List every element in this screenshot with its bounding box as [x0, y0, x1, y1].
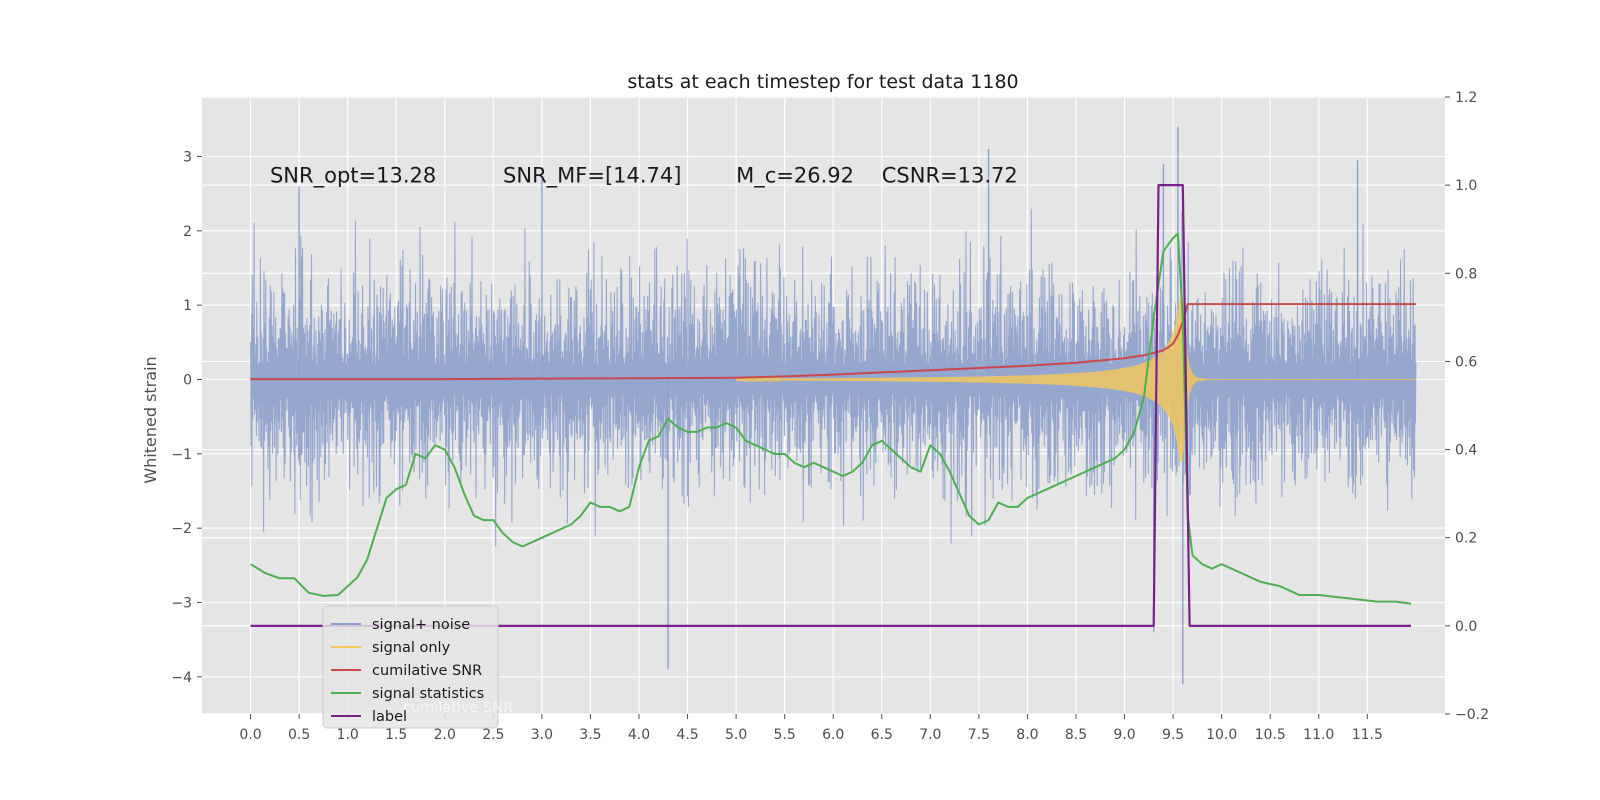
y2-tick-label: 0.4	[1455, 443, 1477, 459]
y-tick-label: −4	[171, 670, 192, 686]
y2-tick-label: −0.2	[1455, 707, 1489, 723]
y2-tick-label: 0.6	[1455, 354, 1477, 370]
x-tick-label: 9.5	[1162, 727, 1184, 743]
x-tick-label: 1.5	[385, 727, 407, 743]
x-tick-label: 6.5	[871, 727, 893, 743]
x-tick-label: 11.5	[1352, 727, 1383, 743]
series-cumilative-snr	[250, 303, 1416, 381]
y2-tick-label: 1.0	[1455, 178, 1477, 194]
legend-label: signal statistics	[372, 686, 484, 702]
legend-box	[322, 605, 499, 729]
legend-ghost-text: cumilative SNR	[403, 700, 513, 716]
series-signal-statistics	[250, 232, 1412, 605]
annotation-2: M_c=26.92	[736, 163, 854, 188]
x-tick-label: 7.5	[968, 727, 990, 743]
y-tick-label: 2	[183, 224, 192, 240]
x-tick-label: 6.0	[822, 727, 844, 743]
x-tick-label: 10.5	[1255, 727, 1286, 743]
x-tick-label: 0.0	[239, 727, 261, 743]
legend-label: cumilative SNR	[372, 663, 482, 679]
y-tick-label: 0	[183, 372, 192, 388]
x-tick-label: 2.0	[434, 727, 456, 743]
series-signal-noise	[250, 208, 1417, 547]
x-tick-label: 3.0	[531, 727, 553, 743]
x-tick-label: 4.5	[676, 727, 698, 743]
x-tick-label: 5.5	[774, 727, 796, 743]
x-tick-label: 0.5	[288, 727, 310, 743]
y-tick-label: 1	[183, 298, 192, 314]
series-signal-only	[735, 297, 1416, 462]
x-tick-label: 5.0	[725, 727, 747, 743]
x-axis-ticks: 0.0 0.5 1.0 1.5 2.0 2.5 3.0 3.5 4.0 4.5 5.0 5.5 6.0 6…	[239, 714, 1383, 743]
legend-label: signal only	[372, 640, 451, 656]
legend: cumilative SNR signal+ noise signal only cu…	[322, 605, 513, 729]
y-axis-ticks: 3 2 1 0 −1 −2 −3 −4	[171, 149, 202, 686]
y-axis-label: Whitened strain	[141, 356, 160, 483]
x-tick-label: 3.5	[579, 727, 601, 743]
y-tick-label: −2	[171, 521, 192, 537]
legend-label: signal+ noise	[372, 617, 470, 633]
series-signal-noise-peaks	[298, 126, 1359, 685]
y-tick-label: −3	[171, 595, 192, 611]
y2-tick-label: 0.8	[1455, 266, 1477, 282]
x-tick-label: 8.5	[1065, 727, 1087, 743]
annotations: SNR_opt=13.28 SNR_MF=[14.74] M_c=26.92 CSNR…	[270, 163, 1018, 188]
y2-tick-label: 0.0	[1455, 619, 1477, 635]
x-tick-label: 7.0	[919, 727, 941, 743]
x-tick-label: 11.0	[1303, 727, 1334, 743]
y2-axis-ticks: 1.2 1.0 0.8 0.6 0.4 0.2 0.0 −0.2	[1445, 90, 1489, 723]
y2-tick-label: 1.2	[1455, 90, 1477, 106]
y-tick-label: 3	[183, 149, 192, 165]
annotation-0: SNR_opt=13.28	[270, 163, 436, 188]
x-tick-label: 1.0	[337, 727, 359, 743]
x-tick-label: 4.0	[628, 727, 650, 743]
x-tick-label: 9.0	[1113, 727, 1135, 743]
y-tick-label: −1	[171, 447, 192, 463]
annotation-1: SNR_MF=[14.74]	[503, 163, 681, 188]
legend-label: label	[372, 709, 407, 725]
series-label	[250, 184, 1411, 627]
x-tick-label: 2.5	[482, 727, 504, 743]
chart-title: stats at each timestep for test data 118…	[627, 71, 1018, 93]
x-tick-label: 8.0	[1016, 727, 1038, 743]
annotation-3: CSNR=13.72	[882, 163, 1018, 187]
y2-tick-label: 0.2	[1455, 531, 1477, 547]
x-tick-label: 10.0	[1206, 727, 1237, 743]
series-layer	[250, 126, 1417, 685]
